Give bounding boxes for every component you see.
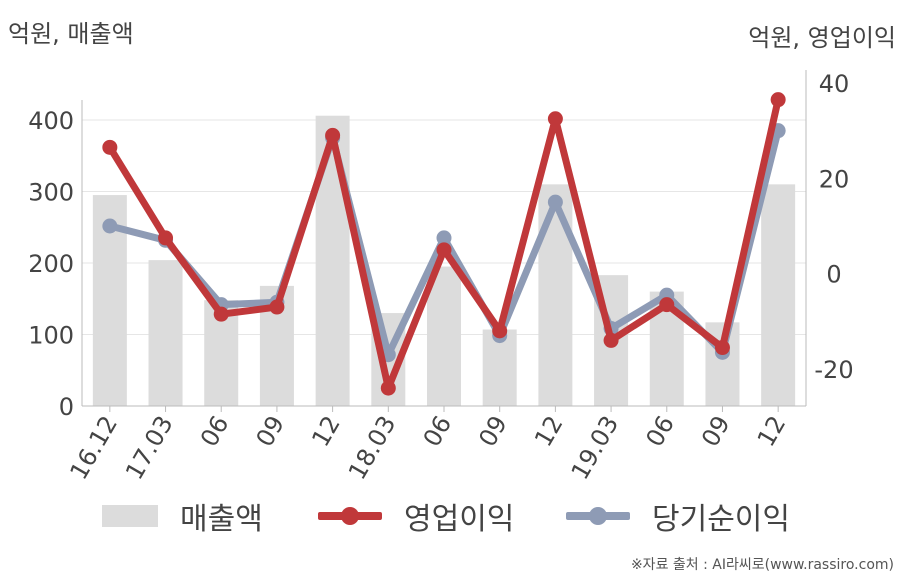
operating-income-point [492, 323, 508, 339]
net-income-point [102, 218, 118, 234]
legend-swatch-sales [102, 505, 158, 527]
right-tick-labels: -20 0 20 40 [814, 70, 853, 384]
legend-item-operating: 영업이익 [318, 494, 514, 538]
operating-income-point [213, 306, 229, 322]
x-tick-label: 16.12 [64, 411, 123, 485]
x-tick-label: 09 [251, 411, 291, 451]
operating-income-point [770, 92, 786, 108]
x-tick-label: 12 [529, 411, 569, 451]
x-tick-label: 06 [418, 411, 458, 451]
left-tick-label: 200 [28, 250, 74, 278]
right-tick-label: 20 [819, 165, 850, 193]
legend-label-net: 당기순이익 [652, 502, 790, 537]
x-tick-label: 06 [640, 411, 680, 451]
left-tick-label: 400 [28, 107, 74, 135]
bar-sales [761, 184, 796, 406]
left-tick-label: 100 [28, 322, 74, 350]
legend-label-operating: 영업이익 [404, 502, 515, 537]
operating-income-series [102, 92, 786, 396]
operating-income-point [380, 380, 396, 396]
operating-income-point [158, 230, 174, 246]
x-tick-label: 09 [473, 411, 513, 451]
right-tick-label: 40 [819, 70, 850, 98]
right-axis-unit: 억원, 영업이익 [748, 24, 896, 52]
legend-item-net: 당기순이익 [566, 494, 790, 538]
right-tick-label: 0 [826, 261, 841, 289]
operating-income-point [547, 111, 563, 127]
legend-swatch-operating [318, 505, 382, 527]
right-tick-label: -20 [814, 356, 853, 384]
source-note: ※자료 출처 : AI라씨로(www.rassiro.com) [630, 557, 894, 573]
operating-income-point [102, 139, 118, 155]
axes [81, 70, 807, 412]
operating-income-point [325, 127, 341, 143]
operating-income-point [714, 340, 730, 356]
left-tick-labels: 0 100 200 300 400 [28, 107, 74, 421]
net-income-point [436, 230, 452, 246]
x-tick-label: 17.03 [120, 411, 179, 485]
operating-income-point [269, 299, 285, 315]
left-axis-unit: 억원, 매출액 [8, 20, 134, 48]
x-tick-label: 06 [195, 411, 235, 451]
x-tick-label: 18.03 [343, 411, 402, 485]
legend-item-sales: 매출액 [102, 494, 263, 538]
operating-income-point [603, 332, 619, 348]
net-income-point [547, 194, 563, 210]
legend: 매출액 영업이익 당기순이익 [0, 494, 908, 538]
bar-sales [148, 260, 183, 406]
left-tick-label: 300 [28, 179, 74, 207]
x-tick-label: 19.03 [566, 411, 625, 485]
x-tick-label: 12 [306, 411, 346, 451]
sales-bars [92, 115, 796, 407]
legend-label-sales: 매출액 [180, 502, 263, 537]
legend-swatch-net [566, 505, 630, 527]
operating-income-point [436, 242, 452, 258]
x-tick-label: 12 [752, 411, 792, 451]
bar-sales [427, 266, 461, 406]
left-tick-label: 0 [59, 393, 74, 421]
bar-sales [538, 184, 573, 406]
x-tick-label: 09 [696, 411, 736, 451]
bar-sales [315, 115, 350, 407]
operating-income-point [659, 297, 675, 313]
